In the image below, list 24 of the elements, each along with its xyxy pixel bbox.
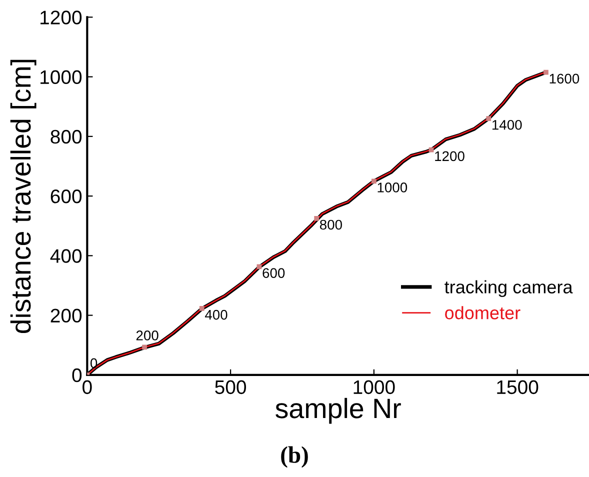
annotation: 600 [262,268,285,278]
y-tick-label: 600 [50,190,82,204]
text: (b) [281,446,308,468]
annotation: 200 [136,330,158,340]
x-tick-label: 1000 [354,380,395,394]
y-tick-label: 0 [72,368,82,382]
legend-label: tracking camera [444,280,573,298]
y-tick-label: 200 [50,308,82,323]
annotation: 1600 [550,74,580,84]
y-tick-label: 800 [50,130,82,144]
annotation: 1400 [492,120,522,130]
y-tick-label: 1000 [40,70,82,84]
y-tick-label: 1200 [40,10,82,24]
annotation: 800 [320,220,342,230]
annotation: 1000 [378,182,408,192]
annotation: 1200 [435,151,464,162]
x-tick-label: 0 [82,380,92,394]
x-tick-label: 1500 [497,380,538,394]
legend-label: odometer [445,306,520,320]
x-tick-label: 500 [215,380,246,394]
y-axis-title: distance travelled [cm] [10,60,36,334]
y-tick-label: 400 [50,249,82,263]
x-axis-title: sample Nr [276,398,401,424]
annotation: 400 [204,310,228,320]
